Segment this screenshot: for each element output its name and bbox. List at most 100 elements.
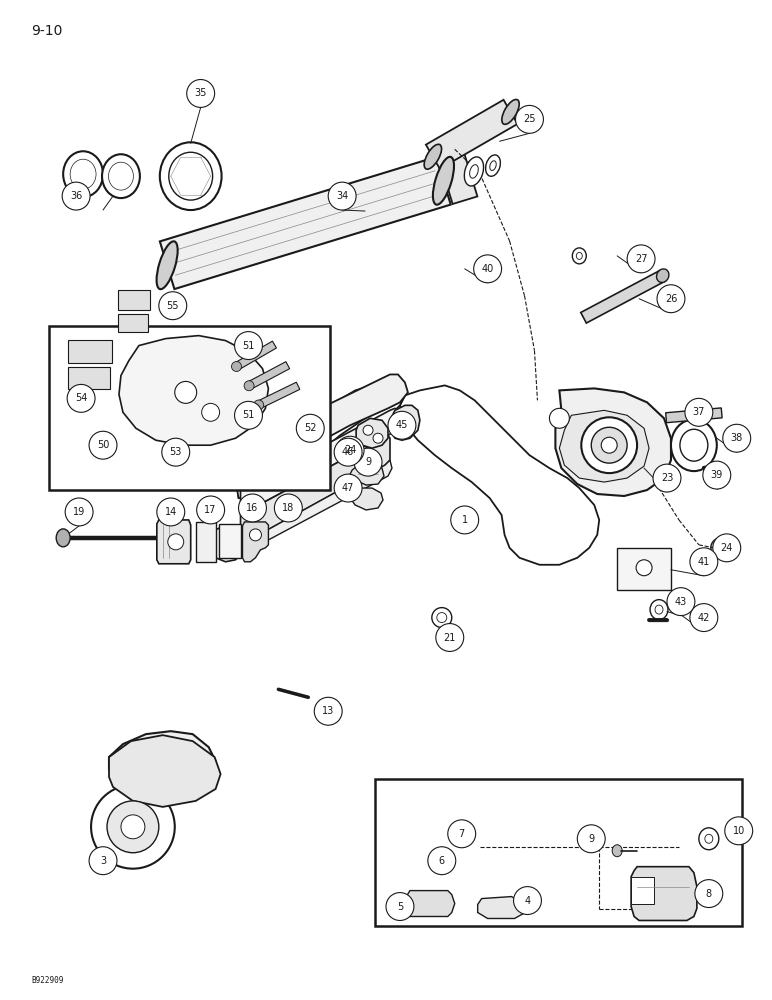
Text: 47: 47 (342, 483, 354, 493)
Ellipse shape (655, 605, 663, 614)
Ellipse shape (706, 469, 722, 487)
Ellipse shape (169, 152, 212, 200)
Text: 16: 16 (246, 503, 259, 513)
Ellipse shape (572, 248, 586, 264)
Ellipse shape (656, 269, 669, 282)
Circle shape (653, 464, 681, 492)
Text: 26: 26 (665, 294, 677, 304)
Text: 24: 24 (344, 445, 357, 455)
Text: 8: 8 (706, 889, 712, 899)
Ellipse shape (680, 429, 708, 461)
Ellipse shape (56, 529, 70, 547)
Polygon shape (211, 525, 241, 562)
Circle shape (690, 548, 718, 576)
Circle shape (448, 820, 476, 848)
Polygon shape (400, 385, 599, 565)
Text: 9: 9 (588, 834, 594, 844)
Polygon shape (160, 157, 451, 289)
Text: 4: 4 (524, 896, 530, 906)
Circle shape (723, 424, 750, 452)
Ellipse shape (109, 162, 134, 190)
Circle shape (577, 825, 605, 853)
Circle shape (713, 534, 740, 562)
Polygon shape (235, 380, 405, 482)
Polygon shape (109, 735, 221, 807)
Text: 36: 36 (70, 191, 83, 201)
Polygon shape (478, 897, 523, 918)
Polygon shape (631, 877, 654, 904)
Text: B922909: B922909 (32, 976, 63, 985)
Polygon shape (241, 408, 405, 515)
Text: 42: 42 (698, 613, 710, 623)
Ellipse shape (469, 165, 479, 178)
Circle shape (657, 285, 685, 313)
Circle shape (373, 433, 383, 443)
FancyBboxPatch shape (68, 340, 112, 363)
Ellipse shape (705, 834, 713, 843)
Circle shape (353, 446, 371, 464)
Ellipse shape (254, 400, 264, 410)
Circle shape (89, 431, 117, 459)
Circle shape (513, 887, 541, 915)
Circle shape (685, 398, 713, 426)
Text: 5: 5 (397, 902, 403, 912)
Polygon shape (195, 522, 215, 562)
Circle shape (239, 494, 266, 522)
Circle shape (581, 417, 637, 473)
Polygon shape (617, 548, 671, 590)
Polygon shape (665, 408, 722, 423)
Polygon shape (242, 522, 269, 562)
Ellipse shape (459, 832, 471, 846)
Circle shape (601, 437, 617, 453)
Text: 17: 17 (205, 505, 217, 515)
Circle shape (428, 847, 455, 875)
Text: 53: 53 (170, 447, 182, 457)
Ellipse shape (433, 157, 454, 205)
Text: 35: 35 (195, 88, 207, 98)
Circle shape (89, 847, 117, 875)
Text: 10: 10 (733, 826, 745, 836)
Circle shape (432, 608, 452, 628)
Text: 27: 27 (635, 254, 648, 264)
Circle shape (388, 411, 416, 439)
Ellipse shape (232, 362, 242, 371)
Circle shape (703, 461, 731, 489)
Ellipse shape (671, 419, 717, 471)
Circle shape (627, 245, 655, 273)
Text: 24: 24 (720, 543, 733, 553)
Polygon shape (235, 374, 408, 498)
Ellipse shape (489, 161, 496, 170)
Text: 3: 3 (100, 856, 106, 866)
Circle shape (121, 815, 145, 839)
Ellipse shape (70, 159, 96, 189)
Circle shape (168, 534, 184, 550)
Circle shape (516, 105, 543, 133)
Text: 18: 18 (283, 503, 294, 513)
Ellipse shape (486, 155, 500, 176)
Circle shape (474, 255, 502, 283)
Circle shape (314, 697, 342, 725)
Circle shape (334, 438, 362, 466)
Ellipse shape (464, 157, 483, 186)
Circle shape (157, 498, 185, 526)
Text: 23: 23 (661, 473, 673, 483)
Ellipse shape (612, 845, 622, 857)
Circle shape (187, 80, 215, 107)
Text: 43: 43 (675, 597, 687, 607)
Circle shape (296, 414, 324, 442)
Polygon shape (235, 341, 276, 370)
Polygon shape (109, 731, 215, 799)
Text: 9: 9 (365, 457, 371, 467)
Circle shape (363, 425, 373, 435)
Ellipse shape (102, 154, 140, 198)
Ellipse shape (244, 381, 254, 391)
Polygon shape (560, 410, 649, 482)
Text: 54: 54 (75, 393, 87, 403)
Circle shape (451, 506, 479, 534)
Circle shape (159, 292, 187, 320)
Circle shape (436, 624, 464, 651)
Circle shape (201, 403, 219, 421)
FancyBboxPatch shape (49, 326, 330, 490)
Circle shape (725, 817, 753, 845)
Circle shape (328, 182, 356, 210)
